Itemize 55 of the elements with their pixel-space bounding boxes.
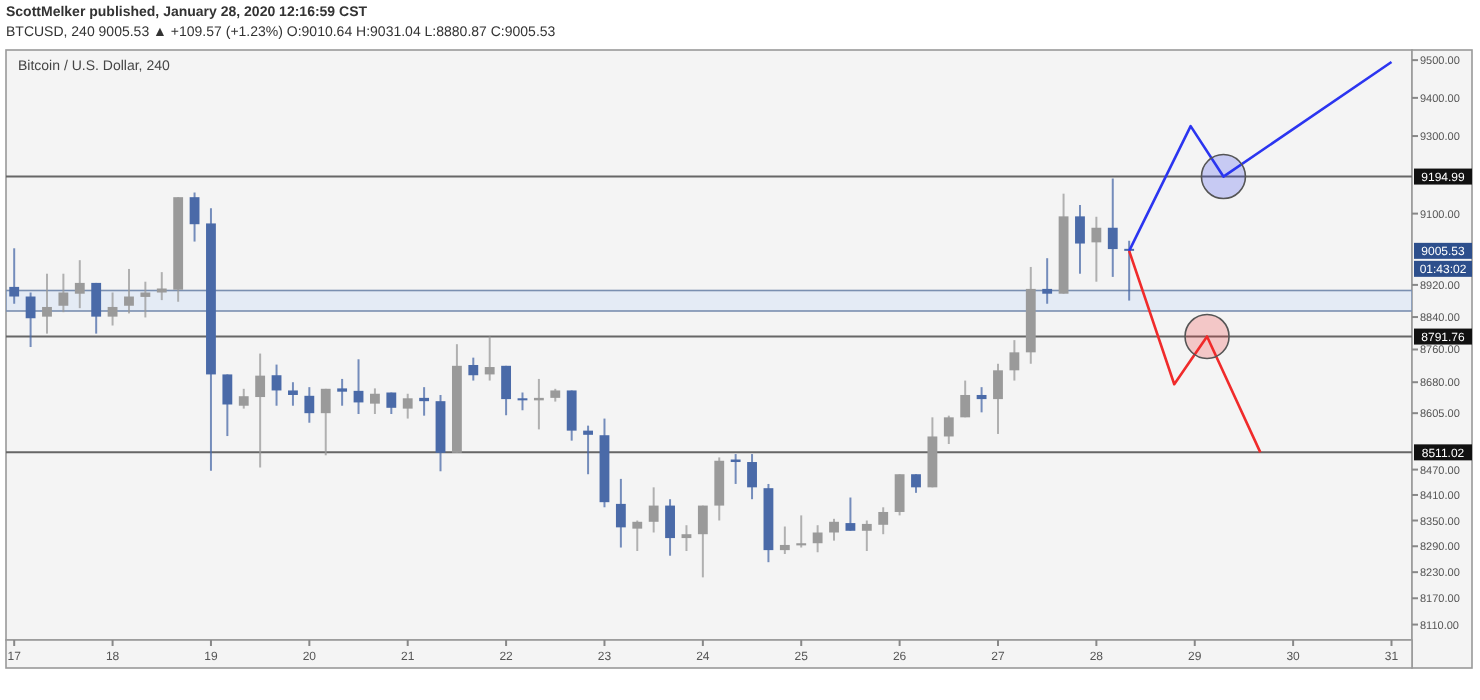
candlestick: [648, 486, 659, 534]
candlestick: [468, 356, 479, 382]
candlestick: [1009, 339, 1020, 382]
candlestick: [124, 267, 134, 315]
candlestick: [501, 364, 512, 417]
candlestick: [238, 387, 249, 410]
candlestick: [714, 456, 725, 522]
candlestick: [156, 271, 167, 302]
candlestick: [829, 517, 839, 542]
candlestick: [91, 281, 102, 335]
candlestick: [222, 373, 233, 438]
candlestick: [615, 477, 626, 549]
candlestick: [9, 247, 20, 305]
candlestick: [861, 519, 872, 552]
line-series: [1127, 60, 1393, 253]
candlestick: [58, 272, 69, 314]
candlestick: [337, 377, 348, 407]
candlestick: [370, 387, 380, 416]
candlestick: [976, 386, 987, 414]
candlestick: [845, 496, 856, 532]
candlestick: [697, 504, 708, 579]
candlestick: [255, 352, 266, 469]
candlestick: [304, 386, 315, 424]
candlestick: [288, 381, 298, 407]
candlestick: [894, 473, 905, 517]
candlestick: [878, 506, 889, 536]
line-series: [1127, 249, 1262, 454]
candlestick: [779, 525, 790, 555]
candlestick: [812, 524, 823, 554]
candlestick: [747, 453, 757, 501]
candlestick: [911, 473, 921, 494]
candlestick: [1075, 204, 1085, 275]
candlestick: [632, 519, 643, 552]
candlestick: [681, 524, 692, 552]
candlestick: [271, 363, 282, 407]
candlestick: [484, 335, 495, 382]
candlestick: [320, 387, 331, 457]
candlestick: [419, 386, 430, 417]
candlestick: [1042, 257, 1053, 305]
candlestick: [566, 389, 577, 442]
candlestick: [993, 362, 1003, 435]
candlestick: [665, 498, 675, 557]
candlestick: [960, 379, 971, 419]
candlestick: [402, 392, 413, 420]
candlestick: [42, 272, 52, 335]
candlestick: [189, 191, 200, 243]
candlestick: [943, 414, 954, 445]
candlestick: [140, 280, 151, 319]
candlestick: [796, 514, 807, 549]
candlestick: [107, 291, 118, 327]
candlestick: [1091, 215, 1102, 283]
candlestick: [1107, 177, 1118, 278]
candlestick: [74, 259, 85, 310]
candlestick: [583, 424, 593, 476]
candlestick: [25, 291, 36, 349]
